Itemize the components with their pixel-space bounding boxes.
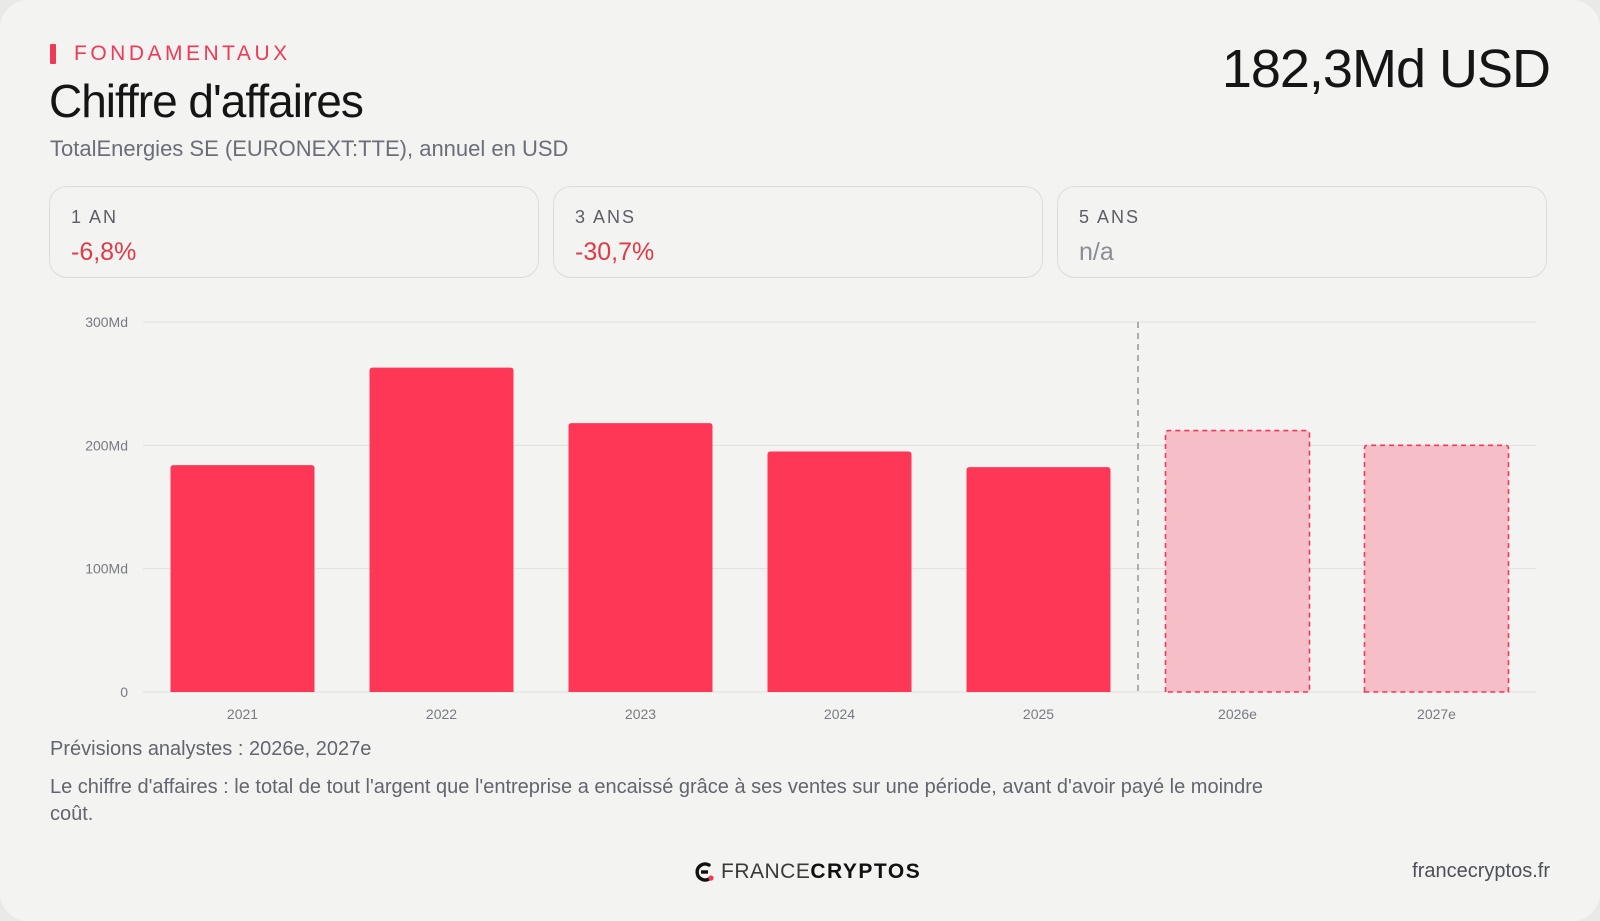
description: Le chiffre d'affaires : le total de tout…	[50, 776, 1264, 825]
y-tick-label: 300Md	[85, 314, 128, 330]
bar-2024	[767, 451, 912, 692]
stat-label: 5 ANS	[1079, 207, 1141, 227]
stat-value: n/a	[1079, 238, 1114, 266]
x-tick-label: 2024	[824, 706, 855, 722]
x-tick-label: 2026e	[1218, 706, 1257, 722]
stat-3-years: 3 ANS -30,7%	[553, 186, 1043, 278]
stats-row: 1 AN -6,8% 3 ANS -30,7% 5 ANS n/a	[49, 186, 1547, 278]
bar-estimate-2027e	[1363, 444, 1510, 693]
site-url: francecryptos.fr	[1412, 860, 1550, 882]
y-tick-label: 0	[120, 684, 128, 700]
stat-value: -6,8%	[71, 238, 137, 266]
bar-2023	[568, 423, 713, 692]
revenue-bar-chart: 0 100Md 200Md 300Md 2021 2022 2023 2024 2025 2026…	[85, 314, 1536, 722]
section-accent-bar	[50, 44, 56, 64]
bar-estimate-2026e	[1164, 429, 1311, 693]
x-tick-label: 2023	[625, 706, 656, 722]
bar-2021	[170, 465, 315, 692]
y-tick-label: 200Md	[85, 437, 128, 453]
x-tick-label: 2021	[227, 706, 258, 722]
brand-logo: FRANCE CRYPTOS	[694, 860, 921, 884]
bar-2025	[966, 467, 1111, 692]
brand-mark-icon	[695, 862, 714, 882]
brand-name-light: FRANCE	[721, 860, 811, 883]
x-tick-label: 2027e	[1417, 706, 1456, 722]
x-tick-label: 2022	[426, 706, 457, 722]
forecast-note: Prévisions analystes : 2026e, 2027e	[50, 738, 372, 760]
x-tick-label: 2025	[1023, 706, 1054, 722]
stat-5-years: 5 ANS n/a	[1057, 186, 1547, 278]
brand-name-bold: CRYPTOS	[810, 860, 922, 883]
page-title: Chiffre d'affaires	[49, 75, 364, 127]
section-label: FONDAMENTAUX	[74, 42, 291, 65]
page-subtitle: TotalEnergies SE (EURONEXT:TTE), annuel …	[50, 136, 569, 161]
headline-value: 182,3Md USD	[1221, 39, 1551, 99]
stat-value: -30,7%	[575, 238, 655, 266]
section-tag: FONDAMENTAUX	[50, 42, 291, 66]
y-tick-label: 100Md	[85, 561, 128, 577]
stat-1-year: 1 AN -6,8%	[49, 186, 539, 278]
bar-2022	[369, 367, 514, 692]
stat-label: 3 ANS	[575, 207, 637, 227]
stat-label: 1 AN	[71, 207, 119, 227]
